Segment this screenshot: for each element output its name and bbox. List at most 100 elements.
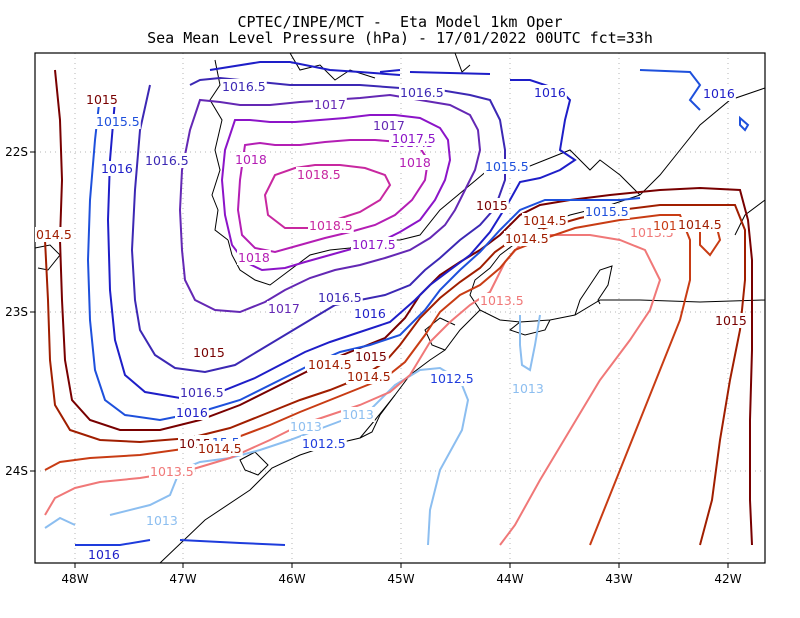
contour-label-background	[149, 464, 195, 479]
contour-label: 1017	[268, 301, 300, 316]
contour-label-background	[95, 114, 141, 129]
contour-label: 1015	[476, 198, 508, 213]
contour-label: 1014.5	[308, 357, 352, 372]
contour-label: 1017	[373, 118, 405, 133]
contour-label: 1015.5	[585, 204, 629, 219]
contour-label-background	[341, 407, 375, 422]
contour-label: 1016.5	[145, 153, 189, 168]
contour-label-background	[313, 97, 347, 112]
contour-label-background	[398, 155, 432, 170]
x-tick-label: 48W	[61, 572, 88, 586]
contour-label-background	[234, 152, 268, 167]
contour-label-background	[584, 204, 630, 219]
contour-label: 1018	[399, 155, 431, 170]
y-tick-label: 24S	[5, 464, 28, 478]
contour-label: 1017	[314, 97, 346, 112]
x-tick-label: 42W	[714, 572, 741, 586]
contour-label: 1016.5	[400, 85, 444, 100]
contour-label: 1013	[290, 419, 322, 434]
contour-label-background	[308, 218, 354, 233]
contour-label: 1016.5	[222, 79, 266, 94]
contour-label: 101	[653, 218, 677, 233]
contour-label-background	[85, 92, 119, 107]
contour-label: 1015	[355, 349, 387, 364]
contour-label: 1015	[715, 313, 747, 328]
contour-label-background	[100, 161, 134, 176]
contour-label-background	[504, 231, 550, 246]
contour-label-background	[144, 153, 190, 168]
contour-label: 1013.5	[480, 293, 524, 308]
contour-label: 1018	[238, 250, 270, 265]
contour-label-background	[677, 217, 723, 232]
contour-label-background	[484, 159, 530, 174]
contour-label: 1014.5	[347, 369, 391, 384]
contour-label: 1018.5	[297, 167, 341, 182]
contour-label: 1013	[342, 407, 374, 422]
contour-label-background	[307, 357, 353, 372]
contour-label: 1015	[193, 345, 225, 360]
contour-label-background	[296, 167, 342, 182]
contour-label-background	[179, 385, 225, 400]
contour-label: 1017.5	[392, 131, 436, 146]
x-tick-label: 44W	[496, 572, 523, 586]
contour-label-background	[267, 301, 301, 316]
contour-label: 1012.5	[430, 371, 474, 386]
contour-label-background	[475, 198, 509, 213]
contour-label-background	[429, 371, 475, 386]
contour-label: 1013	[146, 513, 178, 528]
contour-label: 1017.5	[352, 237, 396, 252]
contour-label: 1016	[534, 85, 566, 100]
contour-label-background	[221, 79, 267, 94]
contour-label-background	[289, 419, 323, 434]
contour-label-background	[714, 313, 748, 328]
contour-label-background	[87, 547, 121, 562]
contour-label-background	[652, 218, 678, 233]
contour-label: 1012.5	[302, 436, 346, 451]
y-tick-label: 23S	[5, 305, 28, 319]
axis-tick-marks	[30, 151, 729, 568]
x-tick-label: 43W	[605, 572, 632, 586]
contour-label: 1013.5	[150, 464, 194, 479]
contour-label: 1014.5	[523, 213, 567, 228]
contour-label-background	[353, 306, 387, 321]
contour-label: 1015	[86, 92, 118, 107]
contour-label-background	[372, 118, 406, 133]
y-tick-label: 22S	[5, 145, 28, 159]
contour-label: 1016	[703, 86, 735, 101]
contour-label-background	[702, 86, 736, 101]
contour-label: 014.5	[36, 227, 72, 242]
contour-label: 1016	[88, 547, 120, 562]
contour-label-background	[522, 213, 568, 228]
x-tick-label: 45W	[387, 572, 414, 586]
contour-label-background	[35, 227, 73, 242]
map-subtitle: Sea Mean Level Pressure (hPa) - 17/01/20…	[147, 29, 653, 47]
contour-label: 1016	[354, 306, 386, 321]
contour-label-background	[533, 85, 567, 100]
contour-label-background	[317, 290, 363, 305]
contour-label: 1014.5	[198, 441, 242, 456]
map-frame	[34, 52, 766, 564]
contour-label-background	[511, 381, 545, 396]
contour-label: 1018	[235, 152, 267, 167]
contour-label-background	[192, 345, 226, 360]
contour-labels: 10151015.510161016.510161016.510171017.5…	[35, 79, 748, 562]
contour-label: 1016.5	[318, 290, 362, 305]
map-title: CPTEC/INPE/MCT - Eta Model 1km Oper	[237, 13, 563, 31]
contour-label-background	[351, 237, 397, 252]
contour-label-background	[197, 441, 243, 456]
contour-label-background	[399, 85, 445, 100]
contour-label-background	[479, 293, 525, 308]
contour-label-background	[391, 131, 437, 146]
x-tick-label: 47W	[169, 572, 196, 586]
contour-label: 1015.5	[96, 114, 140, 129]
contour-label: 1016	[176, 405, 208, 420]
contour-label: 1018.5	[309, 218, 353, 233]
contour-label-background	[145, 513, 179, 528]
x-tick-label: 46W	[278, 572, 305, 586]
contour-label: 1013	[512, 381, 544, 396]
contour-label-background	[175, 405, 209, 420]
contour-label: 1014.5	[505, 231, 549, 246]
contour-label: 1016.5	[180, 385, 224, 400]
contour-label-background	[301, 436, 347, 451]
